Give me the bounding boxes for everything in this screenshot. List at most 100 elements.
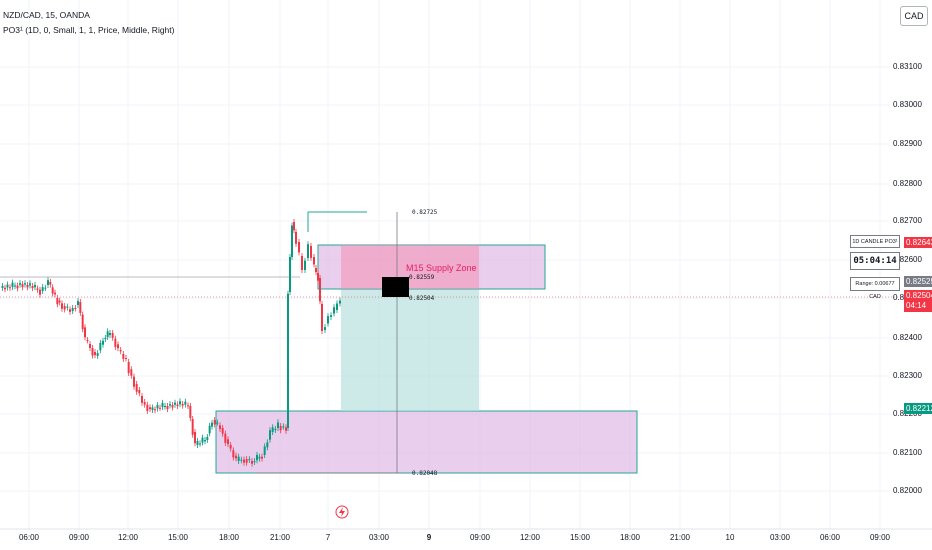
level-mid2-label: 0.82504	[409, 295, 435, 302]
candle-body	[89, 344, 91, 348]
candle-body	[279, 426, 282, 431]
time-axis-label: 18:00	[218, 533, 240, 542]
candle-body	[16, 285, 19, 289]
candle-body	[204, 440, 206, 442]
candles	[1, 219, 341, 467]
candle-body	[91, 348, 94, 356]
price-tag-high: 0.82643	[904, 237, 932, 248]
candle-body	[201, 437, 204, 443]
po3-range: Range: 0.00677 CAD	[850, 277, 900, 300]
candle-body	[104, 337, 107, 339]
candle-body	[271, 427, 274, 432]
candle-body	[211, 422, 213, 427]
candle-body	[307, 244, 309, 258]
candle-body	[251, 461, 253, 464]
time-axis-label: 06:00	[819, 533, 841, 542]
candle-body	[84, 327, 86, 338]
demand-zone	[215, 410, 638, 474]
time-axis-label: 15:00	[167, 533, 189, 542]
candle-body	[138, 390, 141, 394]
candle-body	[206, 436, 209, 440]
candle-body	[327, 316, 329, 324]
po3-title: 1D CANDLE PO3¹	[850, 235, 900, 248]
candle-body	[324, 327, 326, 330]
candle-body	[171, 405, 174, 408]
position-target-area	[341, 289, 479, 411]
candle-body	[149, 407, 151, 410]
time-axis-label: 09:00	[469, 533, 491, 542]
candle-body	[248, 459, 251, 461]
bar-countdown: 04:14	[906, 301, 927, 310]
candle-body	[321, 304, 323, 331]
candle-body	[258, 456, 261, 459]
candle-body	[166, 406, 169, 410]
candle-body	[301, 256, 303, 270]
currency-button[interactable]: CAD	[900, 6, 928, 26]
candle-body	[24, 283, 26, 285]
candle-body	[111, 333, 114, 338]
level-high-label: 0.82725	[412, 209, 438, 216]
candle-body	[240, 459, 243, 461]
candle-body	[4, 287, 6, 290]
candle-body	[122, 354, 125, 359]
candle-body	[94, 352, 96, 356]
time-axis-label: 9	[426, 533, 432, 542]
candle-body	[199, 443, 201, 445]
candle-body	[154, 409, 156, 411]
candle-body	[169, 404, 171, 406]
candle-body	[245, 459, 248, 463]
candle-body	[287, 293, 289, 428]
candle-body	[208, 425, 211, 434]
price-axis-label: 0.82900	[893, 139, 922, 148]
candle-body	[291, 225, 293, 257]
candle-body	[127, 362, 130, 373]
time-axis-label: 7	[325, 533, 331, 542]
candle-body	[1, 285, 4, 288]
price-axis-label: 0.82600	[893, 255, 922, 264]
time-axis-label: 15:00	[569, 533, 591, 542]
candle-body	[181, 404, 184, 406]
candle-body	[135, 384, 138, 392]
candle-body	[58, 300, 61, 303]
candle-body	[130, 369, 133, 376]
level-low-label: 0.82048	[412, 470, 438, 477]
candle-body	[41, 287, 44, 291]
candle-body	[184, 401, 187, 405]
candle-body	[141, 396, 143, 403]
lightning-icon[interactable]	[335, 505, 349, 519]
time-axis-label: 12:00	[117, 533, 139, 542]
candle-body	[61, 303, 63, 309]
time-axis-label: 03:00	[368, 533, 390, 542]
candle-body	[164, 406, 166, 407]
price-axis-label: 0.82800	[893, 179, 922, 188]
candle-body	[194, 432, 196, 444]
candle-body	[86, 340, 89, 341]
candle-body	[336, 303, 338, 310]
supply-zone-label: M15 Supply Zone	[406, 263, 477, 273]
candle-body	[26, 285, 29, 288]
indicator-legend[interactable]: PO3¹ (1D, 0, Small, 1, 1, Price, Middle,…	[3, 25, 175, 35]
candle-body	[77, 301, 79, 305]
candle-body	[298, 242, 300, 253]
candle-body	[266, 442, 269, 448]
candle-body	[229, 445, 232, 449]
candle-body	[333, 307, 335, 314]
candle-body	[34, 284, 36, 288]
level-mid-label: 0.82559	[409, 274, 435, 281]
candle-body	[317, 273, 319, 281]
time-axis-label: 03:00	[769, 533, 791, 542]
candle-body	[282, 426, 285, 428]
candle-body	[179, 401, 181, 405]
time-axis-label: 10	[725, 533, 735, 542]
candle-body	[14, 285, 16, 287]
candle-body	[191, 419, 194, 435]
candle-body	[151, 407, 154, 410]
time-axis-label: 06:00	[18, 533, 40, 542]
candle-body	[295, 232, 297, 244]
candle-body	[261, 456, 263, 459]
candle-body	[143, 402, 146, 405]
candle-body	[213, 420, 216, 425]
candle-body	[133, 376, 135, 387]
symbol-title[interactable]: NZD/CAD, 15, OANDA	[3, 10, 90, 20]
